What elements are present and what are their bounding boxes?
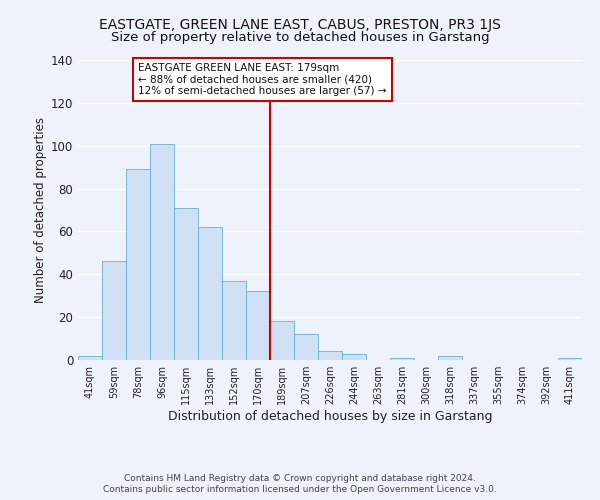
Bar [78, 356, 102, 360]
Bar [174, 208, 198, 360]
Bar [126, 170, 150, 360]
Bar [438, 356, 462, 360]
Bar [246, 292, 270, 360]
Text: EASTGATE GREEN LANE EAST: 179sqm
← 88% of detached houses are smaller (420)
12% : EASTGATE GREEN LANE EAST: 179sqm ← 88% o… [139, 63, 387, 96]
Text: Size of property relative to detached houses in Garstang: Size of property relative to detached ho… [110, 31, 490, 44]
Bar [558, 358, 582, 360]
Text: Contains HM Land Registry data © Crown copyright and database right 2024.
Contai: Contains HM Land Registry data © Crown c… [103, 474, 497, 494]
Bar [294, 334, 318, 360]
Bar [318, 352, 342, 360]
Bar [102, 262, 126, 360]
Bar [390, 358, 414, 360]
Bar [270, 322, 294, 360]
Y-axis label: Number of detached properties: Number of detached properties [34, 117, 47, 303]
Bar [150, 144, 174, 360]
Bar [222, 280, 246, 360]
X-axis label: Distribution of detached houses by size in Garstang: Distribution of detached houses by size … [168, 410, 492, 423]
Bar [198, 227, 222, 360]
Bar [342, 354, 366, 360]
Text: EASTGATE, GREEN LANE EAST, CABUS, PRESTON, PR3 1JS: EASTGATE, GREEN LANE EAST, CABUS, PRESTO… [99, 18, 501, 32]
